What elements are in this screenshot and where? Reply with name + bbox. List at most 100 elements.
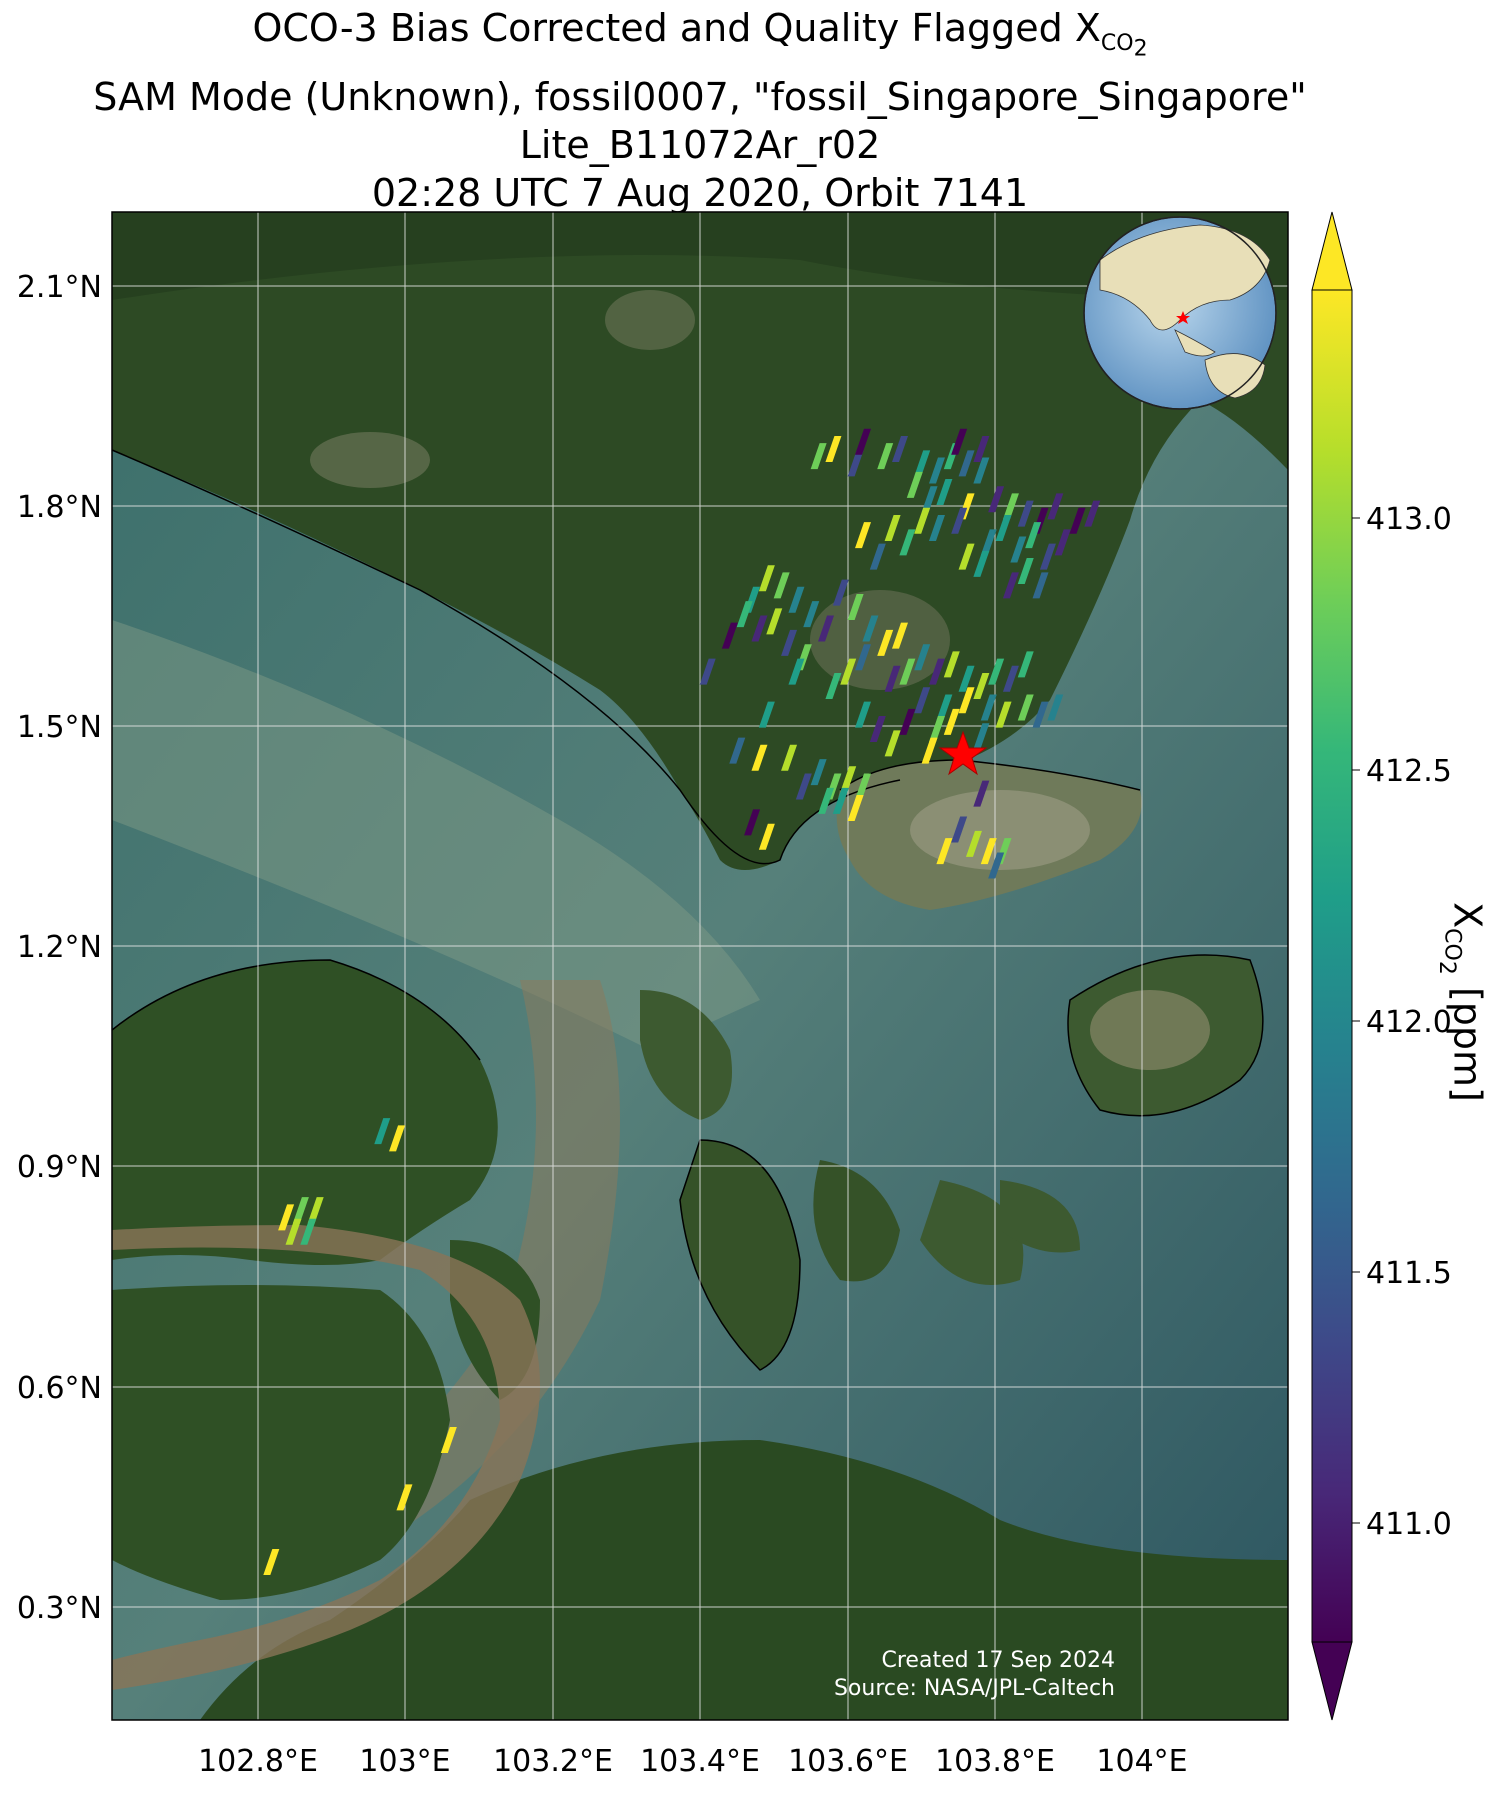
- sounding-point: [862, 615, 879, 642]
- sounding-point: [825, 435, 842, 462]
- sounding-point: [936, 838, 953, 865]
- sounding-point: [840, 766, 857, 793]
- colorbar-tick-label: 411.0: [1366, 1507, 1452, 1542]
- sounding-point: [951, 816, 968, 843]
- target-star-icon: [938, 730, 988, 776]
- sounding-point: [906, 471, 923, 498]
- sounding-point: [884, 730, 901, 757]
- sounding-point: [803, 601, 820, 628]
- sounding-point: [943, 651, 960, 678]
- gridlines: [112, 212, 1288, 1720]
- sounding-point: [1002, 665, 1019, 692]
- sounding-point: [928, 716, 945, 743]
- colorbar-tick-label: 413.0: [1366, 502, 1452, 537]
- lon-tick-label: 103.4°E: [640, 1744, 760, 1779]
- source-note: Source: NASA/JPL-Caltech: [833, 1676, 1115, 1701]
- sounding-point: [995, 701, 1012, 728]
- sounding-point: [1032, 701, 1049, 728]
- title-line-1: OCO-3 Bias Corrected and Quality Flagged…: [252, 6, 1148, 61]
- colorbar-tick-label: 411.5: [1366, 1256, 1452, 1291]
- sounding-point: [758, 565, 775, 592]
- sounding-point: [855, 522, 872, 549]
- sounding-point: [943, 708, 960, 735]
- sounding-point: [1002, 572, 1019, 599]
- sounding-point: [973, 780, 990, 807]
- sounding-point: [855, 644, 872, 671]
- sounding-point: [744, 809, 761, 836]
- sounding-point: [810, 759, 827, 786]
- sounding-point: [877, 629, 894, 656]
- sounding-point: [751, 744, 768, 771]
- sounding-point: [440, 1426, 457, 1453]
- sounding-point: [840, 658, 857, 685]
- sounding-point: [729, 737, 746, 764]
- title-line-2: SAM Mode (Unknown), fossil0007, "fossil_…: [93, 74, 1307, 119]
- sounding-point: [1069, 507, 1086, 534]
- sounding-point: [958, 665, 975, 692]
- title-line-3: Lite_B11072Ar_r02: [519, 122, 881, 167]
- sounding-point: [973, 723, 990, 750]
- sounding-point: [855, 773, 872, 800]
- sounding-point: [307, 1197, 324, 1224]
- sounding-point: [914, 644, 931, 671]
- sounding-point: [285, 1218, 302, 1245]
- sounding-point: [818, 787, 835, 814]
- sounding-point: [699, 658, 716, 685]
- sounding-point: [899, 658, 916, 685]
- colorbar-ticks: 413.0 412.5 412.0 411.5 411.0: [1352, 502, 1452, 1542]
- sounding-point: [766, 608, 783, 635]
- title-line-4: 02:28 UTC 7 Aug 2020, Orbit 7141: [371, 170, 1029, 215]
- lon-tick-labels: 102.8°E 103°E 103.2°E 103.4°E 103.6°E 10…: [198, 1744, 1188, 1779]
- lat-tick-label: 0.3°N: [17, 1591, 102, 1626]
- sounding-point: [825, 672, 842, 699]
- sounding-point: [1032, 572, 1049, 599]
- colorbar-label: XCO2 [ppm]: [1434, 902, 1490, 1102]
- sounding-point: [1002, 493, 1019, 520]
- sounding-point: [855, 701, 872, 728]
- sounding-point: [914, 507, 931, 534]
- sounding-point: [832, 787, 849, 814]
- lon-tick-label: 104°E: [1096, 1744, 1187, 1779]
- sounding-point: [1017, 694, 1034, 721]
- sounding-point: [884, 665, 901, 692]
- sounding-point: [1047, 493, 1064, 520]
- sounding-point: [914, 687, 931, 714]
- sounding-point: [965, 830, 982, 857]
- sounding-point: [396, 1484, 413, 1511]
- sounding-point: [921, 737, 938, 764]
- sounding-point: [869, 716, 886, 743]
- lon-tick-label: 103°E: [359, 1744, 450, 1779]
- sounding-point: [1054, 529, 1071, 556]
- sounding-point: [877, 443, 894, 470]
- sounding-point: [751, 615, 768, 642]
- colorbar-tick-label: 412.5: [1366, 754, 1452, 789]
- lat-tick-label: 1.5°N: [17, 710, 102, 745]
- sounding-point: [928, 658, 945, 685]
- created-note: Created 17 Sep 2024: [881, 1648, 1116, 1673]
- sounding-point: [788, 658, 805, 685]
- sounding-point: [263, 1549, 280, 1576]
- sounding-point: [869, 543, 886, 570]
- sounding-point: [847, 450, 864, 477]
- sounding-point: [292, 1197, 309, 1224]
- lat-tick-label: 0.6°N: [17, 1371, 102, 1406]
- sounding-point: [995, 514, 1012, 541]
- sounding-point: [278, 1204, 295, 1231]
- sounding-point: [921, 486, 938, 513]
- sounding-point: [914, 450, 931, 477]
- lat-tick-labels: 2.1°N 1.8°N 1.5°N 1.2°N 0.9°N 0.6°N 0.3°…: [17, 270, 102, 1626]
- lat-tick-label: 1.8°N: [17, 490, 102, 525]
- sounding-point: [1084, 500, 1101, 527]
- sounding-point: [795, 773, 812, 800]
- sounding-point: [1025, 522, 1042, 549]
- sounding-point: [736, 601, 753, 628]
- sounding-point: [988, 658, 1005, 685]
- colorbar: [1311, 211, 1353, 1721]
- sounding-point: [1039, 543, 1056, 570]
- sounding-point: [847, 593, 864, 620]
- sounding-point: [973, 550, 990, 577]
- sounding-point: [928, 457, 945, 484]
- colorbar-tick-label: 412.0: [1366, 1005, 1452, 1040]
- sounding-point: [788, 586, 805, 613]
